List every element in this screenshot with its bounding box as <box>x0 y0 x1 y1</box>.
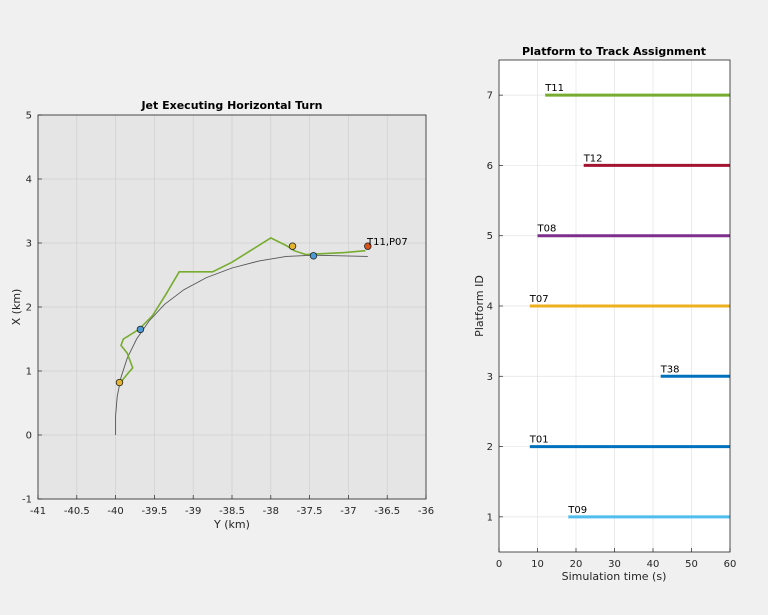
x-tick-label: 30 <box>608 559 621 570</box>
turn-x-label: Y (km) <box>213 518 250 531</box>
platform-marker <box>288 242 297 250</box>
x-tick-label: -40.5 <box>64 506 90 517</box>
x-tick-label: -39 <box>185 506 201 517</box>
x-tick-label: -36.5 <box>374 506 400 517</box>
assignment-bar-label: T07 <box>529 294 549 305</box>
truth-line <box>115 254 368 435</box>
assignment-bar-label: T11 <box>544 83 564 94</box>
x-tick-label: -38 <box>263 506 279 517</box>
y-tick-label: 5 <box>26 111 32 122</box>
platform-marker <box>309 252 318 260</box>
x-tick-label: 20 <box>570 559 583 570</box>
truth-path <box>115 254 368 435</box>
y-tick-label: 7 <box>487 91 493 102</box>
assignment-bars: T11 T12 T08 T07 T38 T01 T09 <box>529 83 730 519</box>
track-path <box>118 236 366 385</box>
assignment-x-label: Simulation time (s) <box>562 570 667 583</box>
x-tick-label: -39.5 <box>141 506 167 517</box>
turn-y-ticks: -1 0 1 2 3 4 5 <box>22 111 42 506</box>
track-line <box>118 236 366 385</box>
y-tick-label: 4 <box>26 175 32 186</box>
y-tick-label: 5 <box>487 231 493 242</box>
x-tick-label: -40 <box>107 506 123 517</box>
turn-annotation: T11,P07 <box>366 237 408 248</box>
assignment-bar-label: T09 <box>567 505 587 516</box>
y-tick-label: 2 <box>26 303 32 314</box>
x-tick-label: -36 <box>418 506 434 517</box>
x-tick-label: -38.5 <box>219 506 245 517</box>
assignment-bar-label: T38 <box>660 364 680 375</box>
assignment-y-ticks: 1 2 3 4 5 6 7 <box>487 91 503 523</box>
platform-marker <box>136 325 145 334</box>
y-tick-label: 6 <box>487 161 493 172</box>
y-tick-label: 4 <box>487 302 493 313</box>
x-tick-label: 50 <box>685 559 698 570</box>
assignment-bar-label: T08 <box>537 224 557 235</box>
x-tick-label: 60 <box>724 559 737 570</box>
turn-x-ticks: -41 -40.5 -40 -39.5 -39 -38.5 -38 -37.5 -37 -36.5… <box>30 495 434 517</box>
y-tick-label: 2 <box>487 442 493 453</box>
turn-y-label: X (km) <box>10 289 23 326</box>
y-tick-label: 1 <box>487 512 493 523</box>
y-tick-label: 1 <box>26 367 32 378</box>
x-tick-label: -37.5 <box>297 506 323 517</box>
assignment-bar-label: T01 <box>529 435 549 446</box>
platform-marker <box>115 378 124 387</box>
y-tick-label: -1 <box>22 495 32 506</box>
x-tick-label: 40 <box>647 559 660 570</box>
x-tick-label: -41 <box>30 506 46 517</box>
y-tick-label: 3 <box>26 239 32 250</box>
assignment-bar-label: T12 <box>583 153 603 164</box>
x-tick-label: 10 <box>531 559 544 570</box>
assignment-chart: T11 T12 T08 T07 T38 T01 T09 0 10 20 30 40 50 60 1 2 3 4… <box>473 45 736 583</box>
x-tick-label: -37 <box>340 506 356 517</box>
x-tick-label: 0 <box>496 559 502 570</box>
assignment-chart-title: Platform to Track Assignment <box>522 45 706 58</box>
y-tick-label: 0 <box>26 431 32 442</box>
platform-markers <box>115 242 372 387</box>
assignment-x-ticks: 0 10 20 30 40 50 60 <box>496 548 737 570</box>
assignment-y-label: Platform ID <box>473 275 486 337</box>
turn-chart: -41 -40.5 -40 -39.5 -39 -38.5 -38 -37.5 -37 -36.5… <box>10 99 434 531</box>
turn-chart-title: Jet Executing Horizontal Turn <box>140 99 322 112</box>
platform-marker <box>364 242 372 250</box>
y-tick-label: 3 <box>487 372 493 383</box>
